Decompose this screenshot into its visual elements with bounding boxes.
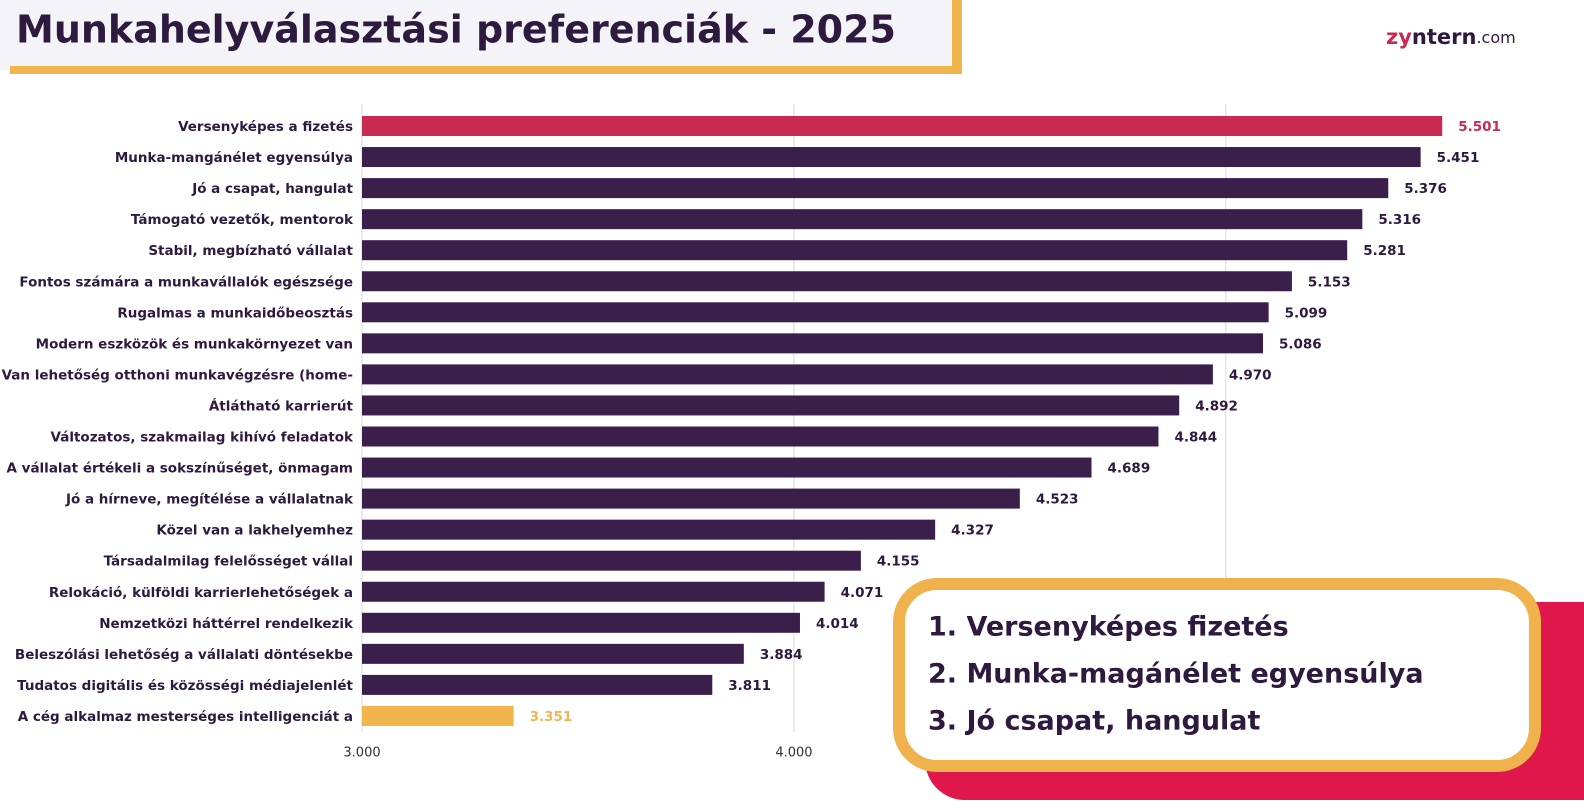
y-tick-label: Beleszólási lehetőség a vállalati döntés…	[15, 647, 353, 663]
value-label: 5.451	[1437, 150, 1480, 166]
y-tick-label: Változatos, szakmailag kihívó feladatok	[51, 430, 355, 446]
bar	[362, 550, 861, 571]
y-tick-label: Közel van a lakhelyemhez	[156, 523, 353, 539]
logo-part: ntern	[1412, 25, 1477, 49]
logo: zyntern.com	[1386, 25, 1516, 49]
value-label: 5.376	[1404, 181, 1447, 197]
y-tick-label: Tudatos digitális és közösségi médiajele…	[17, 678, 353, 694]
value-label: 3.811	[728, 678, 771, 694]
value-label: 5.281	[1363, 243, 1406, 259]
y-tick-label: Nemzetközi háttérrel rendelkezik	[99, 616, 354, 632]
value-label: 4.014	[816, 616, 859, 632]
y-tick-label: Jó a hírneve, megítélése a vállalatnak	[65, 492, 354, 508]
bar	[362, 333, 1263, 354]
bar	[362, 364, 1213, 385]
bar	[362, 519, 936, 540]
value-label: 5.086	[1279, 336, 1322, 352]
value-label: 4.155	[877, 554, 920, 570]
bar	[362, 674, 713, 695]
y-tick-label: A cég alkalmaz mesterséges intelligenciá…	[18, 709, 353, 725]
bar	[362, 426, 1159, 447]
bar	[362, 488, 1020, 509]
bar	[362, 116, 1443, 136]
callout-item: 3. Jó csapat, hangulat	[928, 706, 1261, 737]
bar	[362, 302, 1269, 323]
bar	[362, 705, 514, 726]
value-label: 4.071	[841, 585, 884, 601]
x-tick-label: 3.000	[343, 746, 380, 761]
callout-box	[893, 578, 1541, 772]
bar	[362, 178, 1389, 199]
bar	[362, 147, 1421, 168]
callout-item: 2. Munka-magánélet egyensúlya	[928, 659, 1424, 690]
bar	[362, 612, 800, 633]
value-label: 3.884	[760, 647, 803, 663]
title-underline	[10, 66, 962, 74]
bar	[362, 457, 1092, 478]
value-label: 5.099	[1285, 305, 1328, 321]
y-tick-label: Átlátható karrierút	[209, 397, 354, 414]
logo-part: zy	[1386, 25, 1412, 49]
value-label: 3.351	[530, 709, 573, 725]
y-tick-label: Versenyképes a fizetés	[178, 119, 353, 135]
y-tick-label: Fontos számára a munkavállalók egészsége	[19, 274, 353, 290]
y-tick-label: Stabil, megbízható vállalat	[148, 243, 353, 259]
y-tick-label: Társadalmilag felelősséget vállal	[104, 554, 353, 570]
value-label: 4.844	[1174, 430, 1217, 446]
logo-part: .com	[1476, 28, 1515, 47]
callout: 1. Versenyképes fizetés 2. Munka-magánéle…	[928, 612, 1424, 737]
bar	[362, 395, 1180, 416]
y-tick-label: Modern eszközök és munkakörnyezet van	[36, 336, 353, 352]
bar	[362, 209, 1363, 230]
y-tick-label: Van lehetőség otthoni munkavégzésre (hom…	[2, 367, 353, 383]
value-label: 4.970	[1229, 367, 1272, 383]
y-tick-label: Rugalmas a munkaidőbeosztás	[117, 305, 353, 321]
chart-title: Munkahelyválasztási preferenciák - 2025	[16, 8, 896, 52]
value-label: 4.689	[1108, 461, 1151, 477]
value-label: 5.316	[1378, 212, 1421, 228]
x-tick-label: 4.000	[775, 746, 812, 761]
bar	[362, 271, 1292, 292]
value-label: 5.501	[1458, 119, 1501, 135]
value-label: 5.153	[1308, 274, 1351, 290]
bar	[362, 581, 825, 602]
y-tick-label: Relokáció, külföldi karrierlehetőségek a	[49, 585, 353, 601]
title-box	[0, 0, 958, 70]
y-tick-label: Támogató vezetők, mentorok	[131, 212, 354, 228]
callout-item: 1. Versenyképes fizetés	[928, 612, 1289, 643]
bar	[362, 240, 1348, 261]
y-tick-label: Jó a csapat, hangulat	[191, 181, 353, 197]
y-tick-label: A vállalat értékeli a sokszínűséget, önm…	[7, 461, 354, 477]
value-label: 4.892	[1195, 398, 1238, 414]
y-tick-label: Munka-mangánélet egyensúlya	[115, 150, 353, 166]
title-edge	[952, 0, 962, 74]
bar	[362, 643, 744, 664]
value-label: 4.523	[1036, 492, 1079, 508]
value-label: 4.327	[951, 523, 994, 539]
